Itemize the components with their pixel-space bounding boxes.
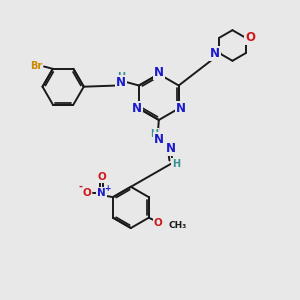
Text: N: N [166, 142, 176, 155]
Text: O: O [82, 188, 91, 198]
Text: N: N [210, 46, 220, 60]
Text: N: N [132, 102, 142, 115]
Text: O: O [97, 172, 106, 182]
Text: CH₃: CH₃ [169, 221, 187, 230]
Text: N: N [176, 102, 186, 115]
Text: N: N [154, 66, 164, 79]
Text: O: O [245, 31, 255, 44]
Text: Br: Br [30, 61, 42, 71]
Text: N: N [154, 133, 164, 146]
Text: N: N [97, 188, 106, 198]
Text: +: + [104, 184, 110, 193]
Text: O: O [154, 218, 163, 228]
Text: H: H [117, 72, 125, 82]
Text: H: H [172, 159, 180, 169]
Text: H: H [150, 129, 158, 139]
Text: N: N [116, 76, 126, 89]
Text: -: - [79, 182, 83, 192]
